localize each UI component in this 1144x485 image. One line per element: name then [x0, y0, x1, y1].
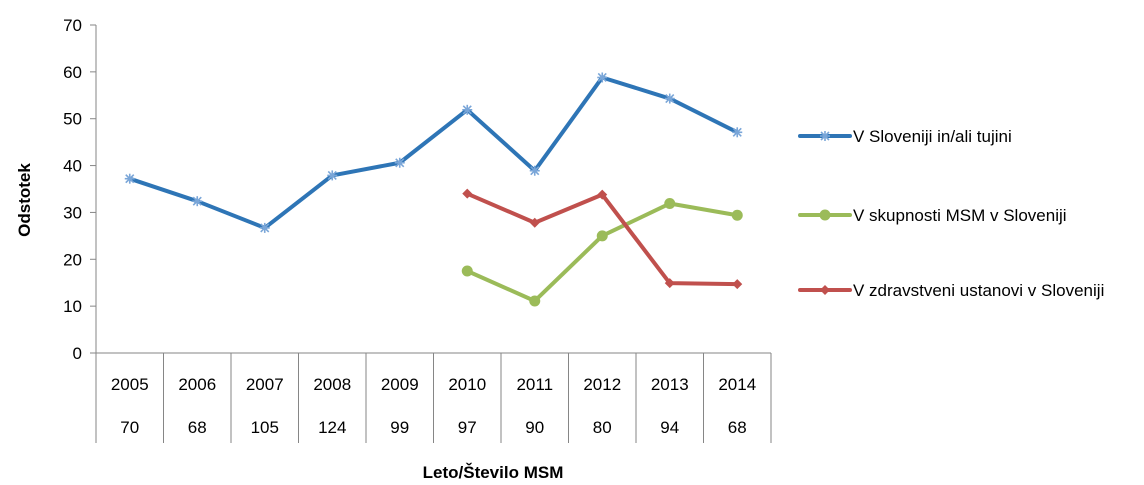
x-category-count: 99	[390, 418, 409, 437]
y-tick-label: 0	[73, 344, 82, 363]
legend-entry-1: V Sloveniji in/ali tujini	[798, 127, 1012, 146]
y-tick-label: 30	[63, 203, 82, 222]
legend-entry-2: V skupnosti MSM v Sloveniji	[798, 206, 1067, 225]
plot-area	[124, 72, 743, 307]
data-point	[529, 295, 541, 307]
x-category-year: 2011	[516, 375, 553, 394]
data-point	[819, 209, 831, 221]
data-point	[597, 189, 608, 200]
data-point	[731, 209, 743, 221]
x-category-count: 97	[458, 418, 477, 437]
x-category-year: 2010	[448, 375, 486, 394]
x-category-count: 68	[728, 418, 747, 437]
x-category-year: 2007	[246, 375, 284, 394]
x-category-count: 90	[525, 418, 544, 437]
y-tick-label: 50	[63, 110, 82, 129]
y-tick-label: 10	[63, 297, 82, 316]
legend-label: V skupnosti MSM v Sloveniji	[853, 206, 1067, 225]
legend-entry-3: V zdravstveni ustanovi v Sloveniji	[798, 281, 1104, 300]
x-category-count: 94	[660, 418, 679, 437]
data-point	[732, 127, 743, 138]
data-point	[596, 230, 608, 242]
data-point	[664, 198, 676, 210]
data-point	[461, 265, 473, 277]
y-tick-label: 40	[63, 157, 82, 176]
axes: 0 10 20 30 40 50 60 70 2005 70 2006 68 2007 105 2008 12…	[63, 16, 772, 443]
data-point	[529, 217, 540, 228]
x-category-count: 105	[251, 418, 279, 437]
x-category-year: 2008	[313, 375, 351, 394]
data-point	[327, 170, 338, 181]
data-point	[462, 188, 473, 199]
data-point	[394, 157, 405, 168]
x-axis-title: Leto/Število MSM	[423, 463, 564, 482]
data-point	[732, 279, 743, 290]
x-category-year: 2005	[111, 375, 149, 394]
data-point	[192, 196, 203, 207]
x-category-count: 80	[593, 418, 612, 437]
series-1	[124, 72, 743, 233]
x-category-year: 2012	[583, 375, 621, 394]
series-3	[462, 188, 743, 290]
series-line	[127, 75, 740, 230]
series-line	[465, 201, 740, 303]
data-point	[597, 72, 608, 83]
data-point	[664, 278, 675, 289]
legend: V Sloveniji in/ali tujini V skupnosti MSM…	[798, 127, 1104, 300]
data-point	[664, 93, 675, 104]
data-point	[124, 173, 135, 184]
y-tick-label: 60	[63, 63, 82, 82]
data-point	[529, 165, 540, 176]
x-category-count: 124	[318, 418, 346, 437]
data-point	[462, 104, 473, 115]
x-category-year: 2014	[718, 375, 756, 394]
y-tick-label: 20	[63, 250, 82, 269]
data-point	[820, 131, 830, 141]
y-tick-label: 70	[63, 16, 82, 35]
data-point	[259, 222, 270, 233]
legend-label: V Sloveniji in/ali tujini	[853, 127, 1012, 146]
data-point	[820, 285, 830, 295]
x-category-count: 68	[188, 418, 207, 437]
x-category-count: 70	[120, 418, 139, 437]
legend-label: V zdravstveni ustanovi v Sloveniji	[853, 281, 1104, 300]
x-category-year: 2013	[651, 375, 689, 394]
x-category-year: 2006	[178, 375, 216, 394]
x-category-year: 2009	[381, 375, 419, 394]
series-2	[461, 198, 743, 307]
y-axis-title: Odstotek	[15, 163, 34, 237]
